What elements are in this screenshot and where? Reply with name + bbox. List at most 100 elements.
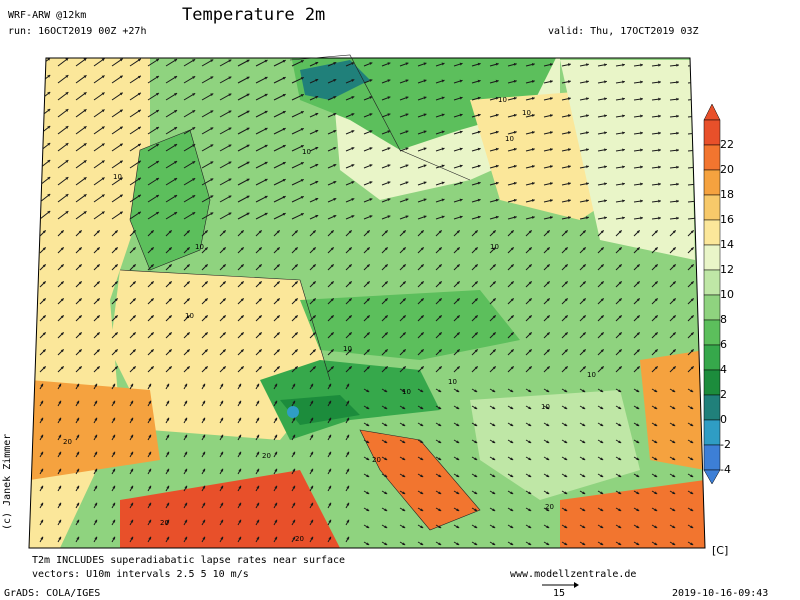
contour-label: 20	[372, 456, 381, 464]
wind-arrow-head	[148, 519, 152, 523]
wind-arrow-head	[210, 110, 214, 114]
wind-arrow-head	[310, 417, 314, 421]
wind-arrow-head	[387, 62, 391, 66]
wind-arrow-head	[495, 164, 499, 168]
wind-arrow-head	[477, 181, 481, 185]
wind-arrow-head	[328, 536, 332, 540]
wind-arrow-head	[246, 161, 250, 165]
wind-arrow-head	[114, 332, 118, 336]
wind-arrow-head	[384, 491, 388, 495]
wind-arrow-head	[282, 93, 286, 97]
wind-arrow-head	[192, 76, 196, 79]
wind-arrow-head	[654, 366, 658, 370]
wind-arrow-head	[441, 79, 445, 83]
wind-arrow-head	[264, 110, 268, 114]
wind-arrow-head	[636, 349, 640, 353]
wind-arrow-head	[658, 63, 661, 67]
wind-arrow-head	[168, 247, 172, 251]
wind-arrow-head	[690, 423, 694, 427]
wind-arrow-head	[256, 485, 260, 489]
wind-arrow-head	[130, 417, 134, 421]
wind-arrow-head	[330, 247, 334, 251]
wind-arrow-head	[690, 389, 694, 393]
wind-arrow-head	[492, 247, 496, 251]
wind-arrow-head	[618, 389, 622, 393]
wind-arrow-head	[228, 76, 232, 80]
wind-arrow-head	[150, 332, 154, 336]
wind-arrow-head	[132, 349, 136, 353]
wind-arrow-head	[564, 423, 568, 427]
wind-arrow-head	[513, 113, 517, 117]
wind-arrow-head	[168, 281, 172, 285]
wind-arrow-head	[47, 142, 51, 146]
wind-arrow-head	[315, 146, 319, 150]
wind-arrow-head	[690, 230, 694, 234]
wind-arrow-head	[604, 216, 607, 220]
wind-arrow-head	[618, 508, 622, 512]
wind-arrow-head	[310, 400, 314, 404]
wind-arrow-head	[351, 215, 355, 218]
wind-arrow-head	[40, 468, 44, 472]
wind-arrow-head	[672, 508, 676, 512]
wind-arrow-head	[459, 147, 463, 151]
wind-arrow-head	[690, 508, 694, 512]
wind-arrow-head	[672, 264, 676, 268]
wind-arrow-head	[282, 144, 286, 148]
wind-arrow-head	[528, 525, 532, 529]
wind-arrow-head	[546, 423, 550, 427]
wind-arrow-head	[676, 199, 679, 203]
wind-arrow-head	[672, 281, 676, 285]
wind-arrow-head	[132, 332, 136, 336]
wind-arrow-head	[690, 366, 694, 370]
wind-arrow-head	[114, 366, 118, 370]
wind-arrow-head	[402, 457, 406, 461]
wind-arrow-head	[112, 434, 116, 438]
wind-arrow-head	[640, 165, 643, 169]
wind-arrow-head	[495, 147, 499, 151]
wind-arrow-head	[405, 96, 409, 100]
wind-arrow-head	[654, 474, 658, 478]
wind-arrow-head	[202, 434, 206, 438]
wind-arrow-head	[60, 298, 64, 302]
wind-arrow-head	[264, 127, 268, 131]
wind-arrow-head	[101, 177, 105, 181]
wind-arrow-head	[495, 198, 499, 202]
wind-arrow-head	[76, 400, 80, 404]
wind-arrow-head	[618, 423, 622, 427]
wind-arrow-head	[402, 298, 406, 302]
wind-arrow-head	[47, 125, 51, 129]
wind-arrow-head	[150, 230, 154, 234]
wind-arrow-head	[60, 366, 64, 370]
wind-arrow-head	[600, 281, 604, 285]
wind-arrow-head	[174, 110, 178, 113]
wind-arrow-head	[676, 165, 679, 169]
wind-arrow-head	[78, 281, 82, 285]
wind-arrow-head	[492, 332, 496, 336]
wind-arrow-head	[513, 79, 517, 83]
wind-arrow-head	[549, 182, 553, 186]
wind-arrow-head	[78, 349, 82, 353]
wind-arrow-head	[40, 383, 44, 387]
wind-arrow-head	[474, 315, 478, 319]
wind-arrow-head	[586, 80, 589, 84]
wind-arrow-head	[402, 542, 406, 546]
wind-arrow-head	[168, 349, 172, 353]
wind-arrow-head	[366, 491, 370, 495]
wind-arrow-head	[438, 264, 442, 268]
wind-arrow-head	[101, 143, 105, 147]
wind-arrow-head	[130, 383, 134, 387]
wind-arrow-head	[351, 181, 355, 184]
wind-arrow-head	[528, 491, 532, 495]
wind-arrow-head	[531, 181, 535, 185]
wind-arrow-head	[246, 178, 250, 182]
wind-arrow-head	[130, 400, 134, 404]
wind-arrow-head	[690, 406, 694, 410]
wind-arrow-head	[346, 519, 350, 523]
wind-arrow-head	[640, 216, 643, 220]
wind-arrow-head	[528, 349, 532, 353]
wind-arrow-head	[676, 80, 679, 84]
wind-arrow-head	[348, 247, 352, 251]
wind-arrow-head	[604, 97, 607, 101]
wind-arrow-head	[256, 468, 260, 472]
wind-arrow-head	[658, 182, 661, 186]
